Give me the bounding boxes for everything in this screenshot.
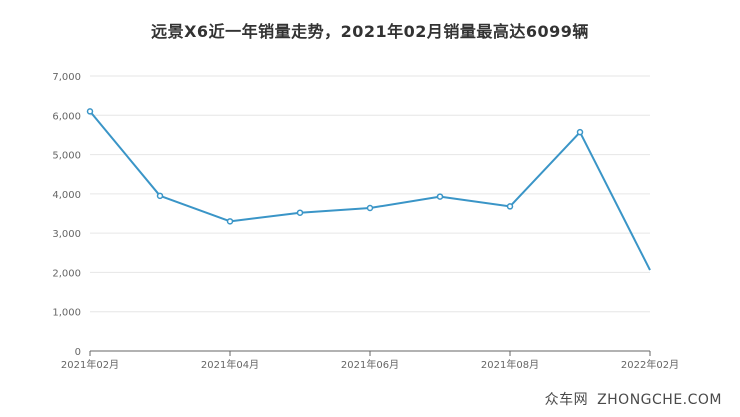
- x-tick-label: 2021年04月: [201, 358, 259, 371]
- x-tick-label: 2021年02月: [61, 358, 119, 371]
- series-line: [89, 110, 651, 271]
- x-tick-label: 2022年02月: [621, 358, 679, 371]
- watermark-cn: 众车网: [544, 392, 589, 408]
- y-tick-label: 1,000: [52, 308, 81, 319]
- data-point: [226, 218, 234, 225]
- data-point: [86, 108, 94, 115]
- y-tick-label: 2,000: [52, 268, 81, 279]
- data-point: [156, 192, 164, 200]
- data-point: [366, 204, 374, 212]
- data-point: [436, 193, 444, 200]
- y-tick-label: 6,000: [52, 111, 81, 122]
- data-point: [506, 203, 514, 210]
- watermark: 众车网 ZHONGCHE.COM: [545, 389, 722, 409]
- y-tick-label: 4,000: [52, 190, 81, 201]
- data-point: [296, 209, 304, 216]
- y-tick-label: 7,000: [52, 72, 81, 83]
- chart-title: 远景X6近一年销量走势，2021年02月销量最高达6099辆: [151, 22, 589, 41]
- y-tick-label: 5,000: [52, 151, 81, 162]
- x-tick-label: 2021年06月: [341, 358, 399, 371]
- y-tick-label: 3,000: [52, 229, 81, 240]
- data-point: [576, 128, 584, 136]
- y-tick-label: 0: [75, 347, 81, 358]
- x-tick-label: 2021年08月: [481, 358, 539, 371]
- watermark-en: ZHONGCHE.COM: [597, 392, 722, 408]
